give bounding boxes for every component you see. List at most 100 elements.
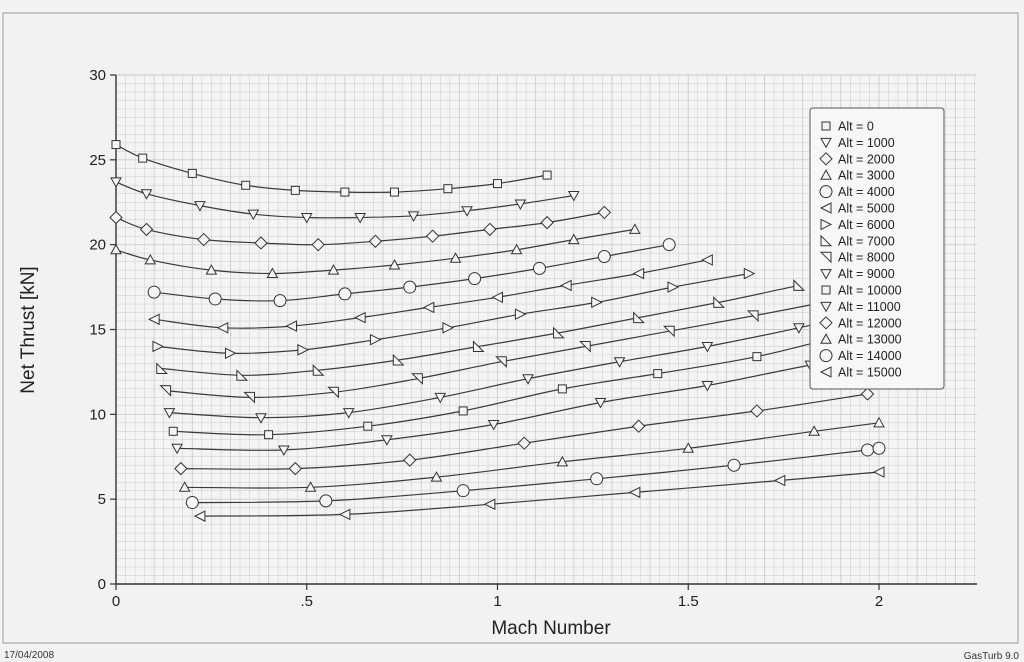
- data-point: [278, 445, 290, 456]
- y-tick-label: 30: [89, 67, 106, 84]
- legend-marker: [820, 234, 833, 247]
- data-point: [354, 311, 366, 324]
- data-point: [403, 453, 417, 467]
- data-point: [140, 189, 153, 200]
- data-point: [443, 184, 453, 194]
- series-alt-15000: [193, 466, 885, 522]
- data-point: [388, 258, 401, 270]
- data-point: [247, 209, 260, 221]
- legend-label: Alt = 8000: [838, 251, 895, 265]
- data-point: [653, 369, 663, 379]
- legend-label: Alt = 2000: [838, 152, 895, 166]
- legend-entry: Alt = 12000: [819, 316, 902, 330]
- data-point: [662, 325, 675, 338]
- data-point: [773, 474, 786, 487]
- legend-marker: [820, 137, 832, 149]
- y-tick-label: 5: [98, 491, 106, 508]
- series-line: [173, 332, 853, 436]
- data-point: [163, 408, 176, 419]
- data-point: [411, 373, 423, 385]
- data-point: [872, 441, 886, 455]
- series-alt-2000: [109, 205, 612, 252]
- y-axis-title: Net Thrust [kN]: [18, 266, 39, 393]
- series-line: [115, 228, 635, 275]
- legend-entry: Alt = 5000: [819, 202, 895, 216]
- series-line: [161, 284, 800, 376]
- data-point: [174, 461, 188, 476]
- data-point: [392, 353, 405, 366]
- legend-entry: Alt = 8000: [819, 251, 895, 265]
- data-point: [514, 308, 527, 321]
- series-alt-0: [111, 140, 552, 197]
- data-point: [613, 357, 626, 368]
- data-point: [168, 426, 178, 436]
- series: [109, 140, 886, 522]
- legend: Alt = 0 Alt = 1000 Alt = 2000 Alt = 3000 Alt…: [809, 107, 945, 390]
- data-point: [590, 472, 604, 486]
- series-line: [176, 354, 880, 451]
- data-point: [442, 321, 455, 334]
- data-point: [495, 356, 507, 368]
- data-point: [288, 461, 303, 476]
- data-point: [468, 272, 482, 286]
- data-point: [368, 234, 383, 248]
- legend-label: Alt = 13000: [838, 333, 902, 347]
- data-point: [205, 264, 218, 275]
- data-point: [514, 199, 527, 210]
- data-point: [300, 213, 313, 224]
- data-point: [185, 496, 199, 510]
- y-tick-labels: 0 5 10 15 20 25 30: [89, 67, 116, 593]
- data-point: [285, 320, 297, 332]
- data-point: [273, 294, 287, 308]
- data-point: [243, 391, 256, 404]
- data-point: [327, 386, 339, 399]
- data-point: [304, 481, 317, 492]
- data-point: [407, 211, 420, 222]
- data-point: [458, 406, 468, 416]
- data-point: [216, 321, 229, 334]
- footer-software: GasTurb 9.0: [964, 651, 1020, 662]
- data-point: [793, 279, 806, 291]
- data-point: [297, 344, 310, 356]
- data-point: [138, 153, 148, 163]
- data-point: [290, 185, 300, 195]
- data-point: [389, 187, 399, 197]
- legend-label: Alt = 9000: [838, 267, 895, 281]
- x-tick-label: 2: [875, 593, 883, 610]
- series-line: [115, 181, 574, 219]
- legend-marker: [820, 218, 833, 231]
- data-point: [171, 443, 183, 455]
- legend-label: Alt = 11000: [838, 300, 901, 314]
- data-point: [156, 362, 168, 375]
- legend-marker: [819, 185, 833, 199]
- data-point: [542, 170, 552, 180]
- data-point: [540, 215, 554, 230]
- data-point: [701, 341, 714, 353]
- data-point: [860, 387, 875, 401]
- series-alt-12000: [174, 387, 875, 476]
- data-point: [861, 443, 875, 457]
- data-point: [667, 281, 680, 293]
- series-alt-1000: [110, 177, 580, 224]
- data-point: [449, 252, 462, 263]
- data-point: [312, 364, 325, 376]
- data-point: [662, 238, 676, 252]
- data-point: [682, 442, 695, 453]
- data-point: [430, 471, 443, 482]
- data-point: [713, 296, 725, 308]
- data-point: [491, 291, 503, 304]
- data-point: [493, 179, 502, 189]
- data-point: [327, 264, 340, 275]
- legend-entry: Alt = 0: [821, 120, 874, 134]
- legend-entry: Alt = 10000: [821, 284, 902, 298]
- legend-marker: [819, 349, 833, 363]
- legend-label: Alt = 10000: [838, 284, 902, 298]
- legend-marker: [819, 366, 832, 378]
- data-point: [746, 310, 759, 323]
- data-point: [628, 486, 641, 499]
- x-tick-label: 0: [112, 593, 120, 610]
- data-point: [556, 455, 569, 467]
- y-tick-label: 25: [89, 152, 106, 169]
- data-point: [594, 397, 607, 409]
- legend-marker: [820, 169, 832, 180]
